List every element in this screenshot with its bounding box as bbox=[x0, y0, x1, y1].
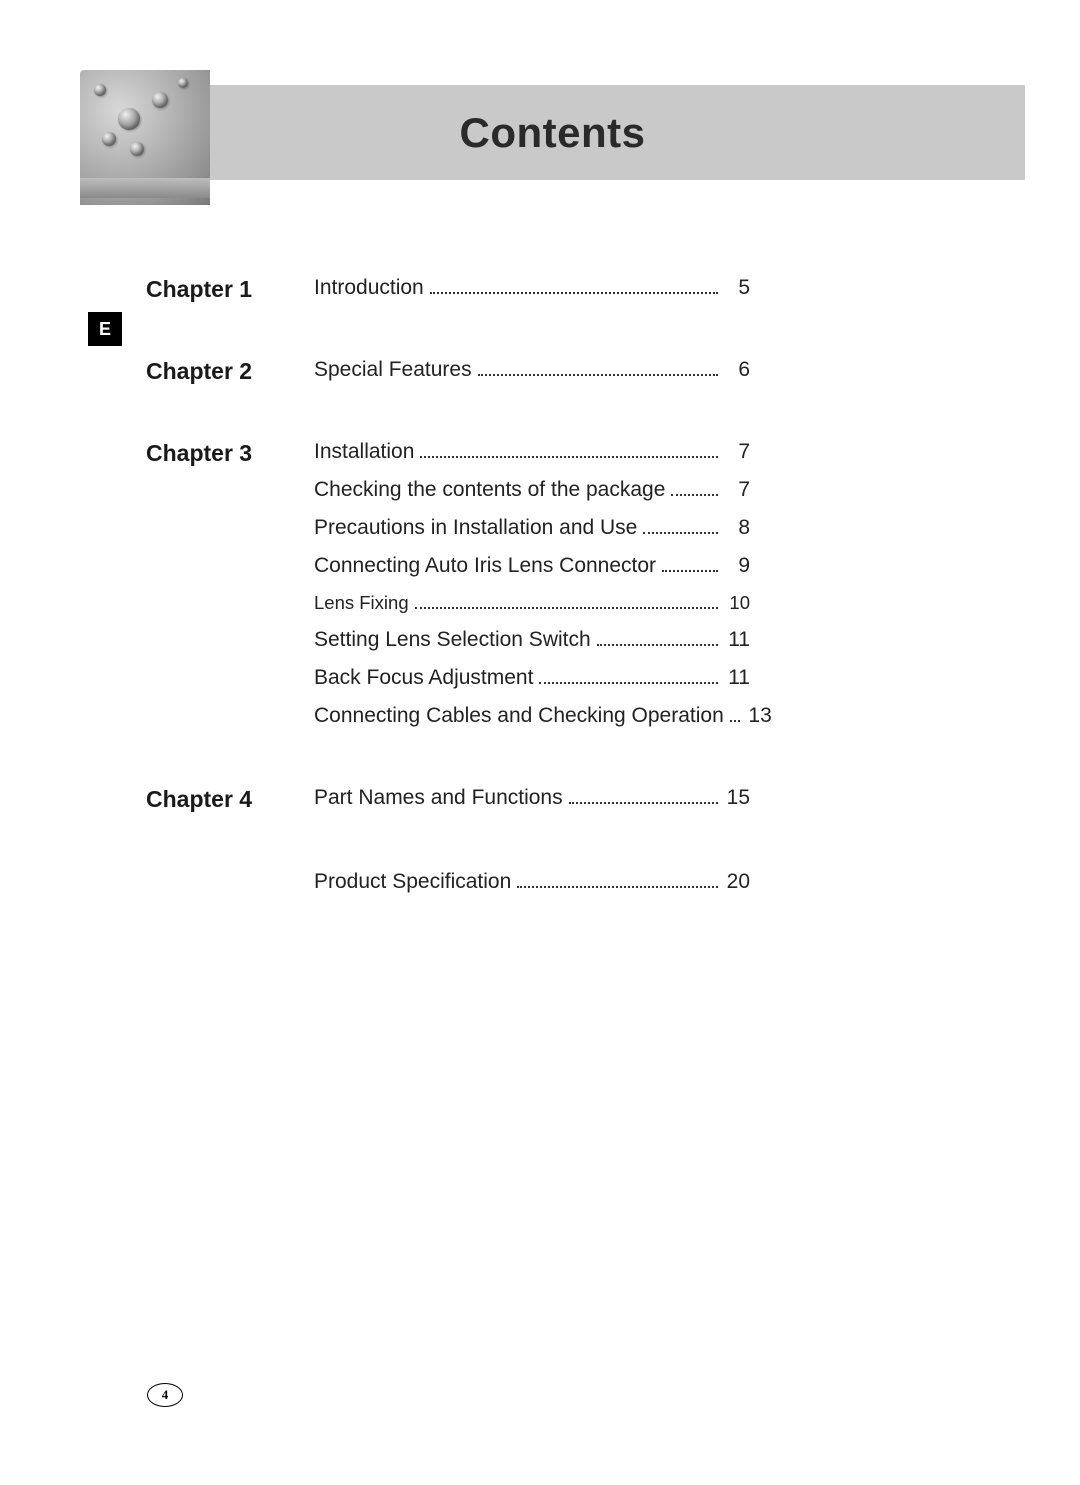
bubble-icon bbox=[118, 108, 140, 130]
toc-entry-title: Connecting Auto Iris Lens Connector bbox=[314, 554, 656, 578]
toc-row: Connecting Auto Iris Lens Connector 9 bbox=[314, 554, 750, 578]
toc-leader-dots bbox=[517, 871, 718, 888]
toc-entry-page: 13 bbox=[746, 704, 772, 728]
bubble-icon bbox=[152, 92, 168, 108]
toc-leader-dots bbox=[730, 705, 740, 722]
toc-row bbox=[314, 824, 750, 856]
toc-entry-title: Special Features bbox=[314, 358, 472, 382]
toc-leader-dots bbox=[478, 359, 718, 376]
toc-entry-page: 7 bbox=[724, 440, 750, 464]
toc-entries: Part Names and Functions 15 Product Specif… bbox=[314, 786, 750, 908]
toc-entry-title: Setting Lens Selection Switch bbox=[314, 628, 591, 652]
toc-section: Chapter 1Introduction 5 bbox=[146, 276, 756, 314]
bubble-icon bbox=[130, 142, 144, 156]
page-number-value: 4 bbox=[162, 1387, 169, 1403]
chapter-label: Chapter 1 bbox=[146, 276, 314, 303]
toc-row: Introduction 5 bbox=[314, 276, 750, 300]
toc-leader-dots bbox=[643, 517, 718, 534]
page-title: Contents bbox=[80, 109, 1025, 157]
toc-entries: Introduction 5 bbox=[314, 276, 750, 314]
page: Contents E Chapter 1Introduction5Chapter… bbox=[0, 0, 1080, 1485]
toc-entry-title: Back Focus Adjustment bbox=[314, 666, 533, 690]
toc-section: Chapter 4Part Names and Functions 15 Produ… bbox=[146, 786, 756, 908]
toc-leader-dots bbox=[420, 441, 718, 458]
toc-row: Back Focus Adjustment 11 bbox=[314, 666, 750, 690]
toc-entry-title: Precautions in Installation and Use bbox=[314, 516, 637, 540]
toc-leader-dots bbox=[662, 555, 718, 572]
bubble-icon bbox=[102, 132, 116, 146]
toc-entry-title: Product Specification bbox=[314, 870, 511, 894]
toc-row: Product Specification 20 bbox=[314, 870, 750, 894]
toc-row: Part Names and Functions 15 bbox=[314, 786, 750, 810]
toc-leader-dots bbox=[569, 787, 718, 804]
toc-entries: Special Features 6 bbox=[314, 358, 750, 396]
chapter-label: Chapter 2 bbox=[146, 358, 314, 385]
toc-row: Installation 7 bbox=[314, 440, 750, 464]
toc-entry-title: Part Names and Functions bbox=[314, 786, 563, 810]
toc-entry-title: Installation bbox=[314, 440, 414, 464]
toc-entry-page: 5 bbox=[724, 276, 750, 300]
toc-row: Lens Fixing 10 bbox=[314, 592, 750, 614]
page-number-oval: 4 bbox=[147, 1383, 183, 1407]
toc-row: Setting Lens Selection Switch 11 bbox=[314, 628, 750, 652]
toc-row: Checking the contents of the package 7 bbox=[314, 478, 750, 502]
header-banner: Contents bbox=[80, 85, 1025, 180]
toc-row: Precautions in Installation and Use 8 bbox=[314, 516, 750, 540]
chapter-label: Chapter 4 bbox=[146, 786, 314, 813]
toc-row: Connecting Cables and Checking Operation… bbox=[314, 704, 750, 728]
toc-leader-dots bbox=[597, 629, 718, 646]
toc-entry-page: 20 bbox=[724, 870, 750, 894]
toc-entry-page: 9 bbox=[724, 554, 750, 578]
toc-entry-page: 11 bbox=[724, 666, 750, 690]
toc-entry-page: 11 bbox=[724, 628, 750, 652]
table-of-contents: Chapter 1Introduction 5 Chapter 2Special F… bbox=[146, 276, 756, 952]
toc-entries: Installation7Checking the contents of th… bbox=[314, 440, 750, 742]
toc-leader-dots bbox=[415, 594, 718, 609]
toc-entry-title: Lens Fixing bbox=[314, 592, 409, 614]
toc-entry-title: Checking the contents of the package bbox=[314, 478, 665, 502]
toc-entry-title: Introduction bbox=[314, 276, 424, 300]
language-tab: E bbox=[88, 312, 122, 346]
decorative-shelf bbox=[80, 178, 210, 198]
toc-entry-page: 6 bbox=[724, 358, 750, 382]
toc-entry-page: 7 bbox=[724, 478, 750, 502]
toc-leader-dots bbox=[671, 479, 718, 496]
bubble-icon bbox=[178, 78, 188, 88]
toc-section: Chapter 3Installation7Checking the conte… bbox=[146, 440, 756, 742]
toc-entry-page: 10 bbox=[724, 592, 750, 614]
bubble-icon bbox=[94, 84, 106, 96]
toc-entry-title: Connecting Cables and Checking Operation bbox=[314, 704, 724, 728]
toc-leader-dots bbox=[430, 277, 718, 294]
toc-section: Chapter 2Special Features 6 bbox=[146, 358, 756, 396]
toc-row: Special Features 6 bbox=[314, 358, 750, 382]
toc-leader-dots bbox=[539, 667, 718, 684]
toc-entry-page: 15 bbox=[724, 786, 750, 810]
chapter-label: Chapter 3 bbox=[146, 440, 314, 467]
toc-entry-page: 8 bbox=[724, 516, 750, 540]
